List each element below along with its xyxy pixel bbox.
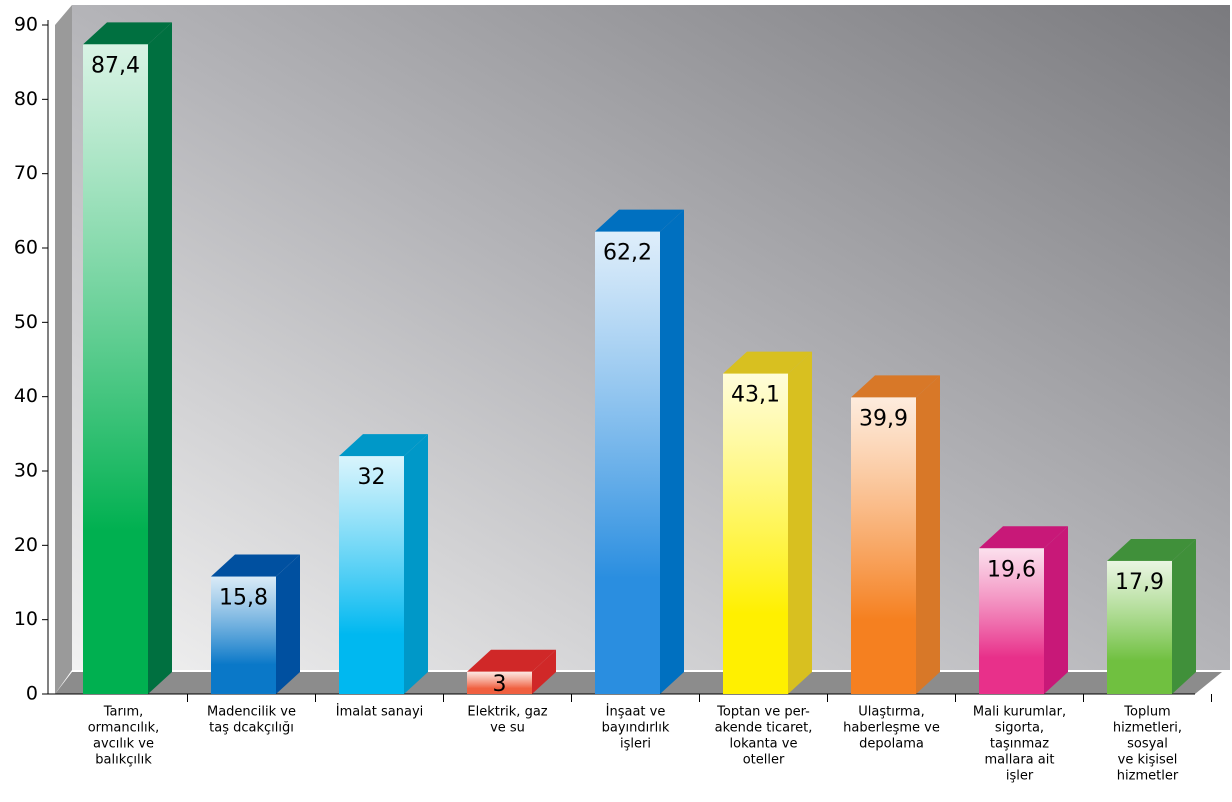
bar-top bbox=[83, 22, 172, 45]
bar-side bbox=[916, 375, 940, 694]
bar-top bbox=[467, 649, 556, 672]
value-label: 43,1 bbox=[731, 383, 780, 408]
x-tick-label: haberleşme ve bbox=[843, 721, 940, 736]
bar-top bbox=[851, 375, 940, 398]
x-tick-label: taşınmaz bbox=[990, 737, 1049, 752]
x-tick-label: balıkçılık bbox=[95, 753, 152, 768]
x-tick-label: sigorta, bbox=[995, 721, 1044, 736]
value-label: 87,4 bbox=[91, 53, 140, 78]
y-tick-label: 20 bbox=[14, 534, 38, 556]
x-tick-label: ve su bbox=[490, 721, 525, 736]
bar-shine bbox=[339, 456, 404, 694]
x-tick-label: hizmetler bbox=[1117, 769, 1179, 784]
x-tick-label: ormancılık, bbox=[88, 721, 160, 736]
value-label: 3 bbox=[493, 672, 507, 697]
value-label: 15,8 bbox=[219, 586, 268, 611]
bar-top bbox=[723, 351, 812, 374]
y-tick-label: 60 bbox=[14, 237, 38, 259]
bar-shine bbox=[979, 548, 1044, 694]
side-wall bbox=[55, 5, 72, 694]
y-tick-label: 10 bbox=[14, 608, 38, 630]
y-tick-label: 70 bbox=[14, 162, 38, 184]
bar-side bbox=[276, 554, 300, 694]
bar-side bbox=[660, 209, 684, 694]
value-label: 32 bbox=[358, 465, 386, 490]
bar-top bbox=[339, 434, 428, 457]
y-tick-label: 50 bbox=[14, 311, 38, 333]
x-tick-label: işleri bbox=[620, 737, 651, 752]
bar-top bbox=[595, 209, 684, 232]
bar-shine bbox=[595, 231, 660, 694]
x-tick-label: hizmetleri, bbox=[1113, 721, 1182, 736]
bar-side bbox=[1044, 526, 1068, 694]
bar-shine bbox=[467, 671, 532, 694]
bar-shine bbox=[851, 397, 916, 694]
y-tick-label: 30 bbox=[14, 460, 38, 482]
x-tick-label: Toptan ve per- bbox=[716, 705, 810, 720]
value-label: 19,6 bbox=[987, 557, 1036, 582]
bar-top bbox=[211, 554, 300, 577]
x-tick-label: Mali kurumlar, bbox=[973, 705, 1066, 720]
x-tick-label: Toplum bbox=[1123, 705, 1170, 720]
x-tick-label: Ulaştırma, bbox=[858, 705, 924, 720]
bar-top bbox=[979, 526, 1068, 549]
bar-side bbox=[148, 22, 172, 695]
bar-side bbox=[404, 434, 428, 694]
value-label: 62,2 bbox=[603, 241, 652, 266]
y-tick-label: 0 bbox=[26, 683, 38, 705]
bar-top bbox=[1107, 538, 1196, 561]
x-tick-label: İnşaat ve bbox=[606, 704, 666, 720]
x-tick-label: taş dcakçılığı bbox=[209, 721, 294, 736]
bar-shine bbox=[83, 44, 148, 695]
x-tick-label: avcılık ve bbox=[93, 737, 154, 752]
x-tick-label: Madencilik ve bbox=[207, 705, 296, 720]
y-tick-label: 40 bbox=[14, 385, 38, 407]
bar-side bbox=[1172, 538, 1196, 694]
x-tick-label: oteller bbox=[743, 753, 785, 768]
value-label: 39,9 bbox=[859, 406, 908, 431]
x-tick-label: ve kişisel bbox=[1118, 753, 1178, 768]
x-tick-label: depolama bbox=[859, 737, 924, 752]
y-tick-label: 80 bbox=[14, 88, 38, 110]
bar-side bbox=[532, 649, 556, 694]
bar-side bbox=[788, 351, 812, 694]
bar-shine bbox=[211, 576, 276, 694]
x-tick-label: Elektrik, gaz bbox=[467, 705, 547, 720]
y-tick-label: 90 bbox=[14, 14, 38, 36]
x-tick-label: bayındırlık bbox=[602, 721, 670, 736]
bar-shine bbox=[1107, 560, 1172, 694]
x-tick-label: işler bbox=[1006, 769, 1034, 784]
value-label: 17,9 bbox=[1115, 570, 1164, 595]
x-tick-label: İmalat sanayi bbox=[336, 704, 424, 720]
x-tick-label: mallara ait bbox=[985, 753, 1055, 768]
bar-shine bbox=[723, 373, 788, 694]
x-tick-label: sosyal bbox=[1127, 737, 1168, 752]
x-tick-label: Tarım, bbox=[103, 705, 144, 720]
x-tick-label: lokanta ve bbox=[730, 737, 798, 752]
x-tick-label: akende ticaret, bbox=[715, 721, 813, 736]
